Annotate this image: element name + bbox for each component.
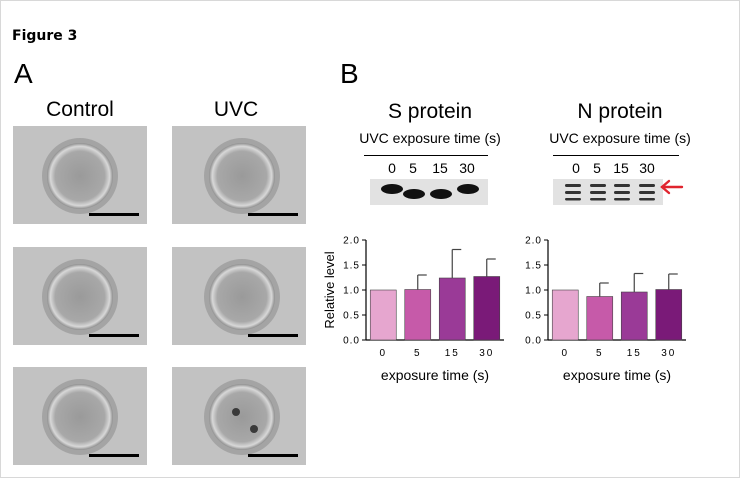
micrograph-control-1 xyxy=(13,126,147,224)
y-tick-label: 1.5 xyxy=(343,261,360,272)
panel-letter-a: A xyxy=(14,58,33,89)
y-axis-label: Relative level xyxy=(322,251,337,328)
y-tick-label: 0.0 xyxy=(525,336,542,347)
x-tick-label: 30 xyxy=(479,348,494,359)
bar-chart-n-protein: 0.0 0.5 1.0 1.5 2.0 0 5 15 30 exposure time (s) xyxy=(525,236,686,383)
lane-label: 30 xyxy=(459,160,475,176)
arrow-icon xyxy=(660,179,684,195)
exposure-label-s: UVC exposure time (s) xyxy=(359,130,501,146)
x-tick-label: 5 xyxy=(414,348,422,359)
micrograph-uvc-3 xyxy=(172,367,306,465)
micrograph-uvc-2 xyxy=(172,247,306,345)
lane-rule-s xyxy=(364,155,488,156)
x-tick-label: 0 xyxy=(561,348,569,359)
y-tick-label: 1.5 xyxy=(525,261,542,272)
y-tick-label: 0.5 xyxy=(343,311,360,322)
bar xyxy=(620,291,648,341)
western-blot-s xyxy=(370,179,488,205)
lane-label: 0 xyxy=(388,160,396,176)
blot-title-s-protein: S protein xyxy=(387,100,473,123)
lane-label: 5 xyxy=(409,160,417,176)
blot-title-n-protein: N protein xyxy=(577,100,663,123)
x-tick-label: 30 xyxy=(661,348,676,359)
lane-rule-n xyxy=(553,155,679,156)
western-blot-n xyxy=(553,179,663,205)
bar xyxy=(438,277,466,341)
bar xyxy=(551,289,579,341)
bar xyxy=(586,296,614,341)
column-header-control: Control xyxy=(46,98,114,121)
bar xyxy=(404,289,432,341)
micrograph-uvc-1 xyxy=(172,126,306,224)
bar xyxy=(473,276,501,341)
y-tick-label: 2.0 xyxy=(525,236,542,247)
column-header-uvc: UVC xyxy=(213,98,259,121)
lane-label: 15 xyxy=(613,160,629,176)
y-tick-label: 1.0 xyxy=(343,286,360,297)
y-tick-label: 2.0 xyxy=(343,236,360,247)
y-tick-label: 0.5 xyxy=(525,311,542,322)
panel-letter-b: B xyxy=(340,58,359,89)
micrograph-control-2 xyxy=(13,247,147,345)
x-tick-label: 15 xyxy=(627,348,642,359)
x-axis-label: exposure time (s) xyxy=(381,367,489,383)
x-axis-label: exposure time (s) xyxy=(563,367,671,383)
exposure-label-n: UVC exposure time (s) xyxy=(549,130,691,146)
lane-label: 5 xyxy=(593,160,601,176)
x-tick-label: 5 xyxy=(596,348,604,359)
x-tick-label: 15 xyxy=(445,348,460,359)
figure-title: Figure 3 xyxy=(12,28,78,44)
lane-label: 0 xyxy=(572,160,580,176)
y-tick-label: 1.0 xyxy=(525,286,542,297)
x-tick-label: 0 xyxy=(379,348,387,359)
lane-label: 30 xyxy=(639,160,655,176)
bar xyxy=(655,289,683,341)
y-tick-label: 0.0 xyxy=(343,336,360,347)
lane-label: 15 xyxy=(432,160,448,176)
bar xyxy=(369,289,397,341)
micrograph-control-3 xyxy=(13,367,147,465)
bar-chart-s-protein: 0.0 0.5 1.0 1.5 2.0 0 5 15 30 exposure time (s) Re… xyxy=(322,236,504,383)
